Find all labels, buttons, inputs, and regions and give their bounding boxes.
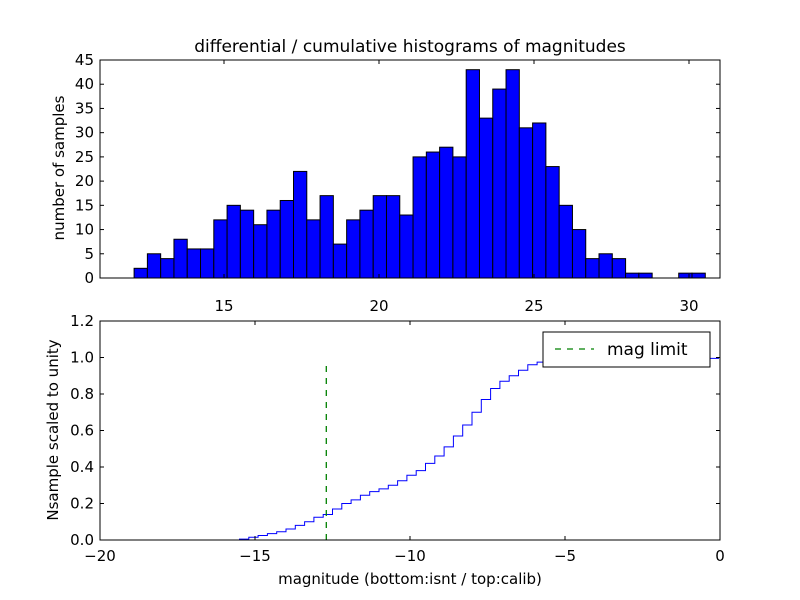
histogram-bar [266, 209, 281, 279]
histogram-bar [691, 272, 706, 279]
histogram-bar [465, 69, 480, 279]
histogram-frame [99, 59, 721, 279]
histogram-bar [200, 248, 215, 279]
y-tick-label: 5 [84, 245, 94, 263]
legend-mag-limit-label: mag limit [607, 340, 688, 360]
histogram-bar [213, 219, 228, 279]
histogram-bar [133, 267, 148, 279]
y-tick-label: 0.6 [70, 422, 94, 440]
y-tick-label: 1.0 [70, 349, 94, 367]
histogram-bar [306, 219, 321, 279]
histogram-bar [279, 199, 295, 279]
y-tick-label: 0.8 [70, 385, 94, 403]
histogram-bar [332, 243, 348, 279]
histogram-bar [146, 253, 162, 279]
x-tick-label: 0 [715, 547, 725, 565]
x-tick-label: 15 [214, 297, 233, 315]
histogram-bar [439, 146, 454, 279]
x-tick-label: 25 [524, 297, 543, 315]
cumulative-lines [100, 357, 721, 541]
cumulative-y-label: Nsample scaled to unity [44, 339, 62, 520]
histogram-bar [585, 258, 600, 279]
histogram-bar [173, 238, 188, 279]
cumulative-x-label: magnitude (bottom:isnt / top:calib) [278, 570, 542, 588]
y-tick-label: 0.2 [70, 495, 94, 513]
histogram-bar [160, 258, 175, 279]
histogram-bar [532, 122, 547, 279]
histogram-bar [611, 258, 627, 279]
y-tick-label: 15 [75, 196, 94, 214]
y-tick-label: 0 [84, 269, 94, 287]
cumulative-y-ticks: 0.0 0.2 0.4 0.6 0.8 1.0 1.2 [70, 312, 720, 549]
chart-title: differential / cumulative histograms of … [194, 37, 626, 57]
x-tick-label: −5 [554, 547, 576, 565]
cumulative-step-line [100, 357, 721, 541]
histogram-bar [478, 117, 494, 279]
histogram-x-ticks: 15 20 25 30 [214, 60, 699, 315]
legend: mag limit [542, 331, 711, 368]
histogram-y-ticks: 0 5 10 15 20 25 30 35 40 45 [75, 51, 720, 287]
x-tick-label: 30 [679, 297, 698, 315]
cumulative-axes: Nsample scaled to unity magnitude (botto… [44, 312, 725, 588]
histogram-bar [372, 195, 387, 279]
histogram-bar [346, 219, 361, 279]
histogram-bar [412, 156, 427, 279]
histogram-y-label: number of samples [50, 95, 68, 240]
histogram-bar [253, 224, 268, 279]
histogram-bar [678, 272, 693, 279]
histogram-bar [638, 272, 653, 279]
histogram-bar [571, 229, 587, 279]
histogram-bar [239, 209, 255, 279]
histogram-bar [359, 209, 374, 279]
y-tick-label: 35 [75, 99, 94, 117]
histogram-bar [226, 204, 241, 279]
histogram-bar [385, 195, 401, 279]
y-tick-label: 1.2 [70, 312, 94, 330]
histogram-bar [452, 156, 467, 279]
histogram-bar [425, 151, 441, 279]
histogram-bar [492, 88, 507, 279]
histogram-bars [133, 69, 706, 279]
y-tick-label: 20 [75, 172, 94, 190]
x-tick-label: −20 [84, 547, 116, 565]
cumulative-frame [99, 320, 721, 541]
cumulative-x-ticks: −20 −15 −10 −5 0 [84, 321, 725, 565]
histogram-bar [399, 214, 414, 279]
y-tick-label: 40 [75, 75, 94, 93]
y-tick-label: 30 [75, 124, 94, 142]
x-tick-label: −15 [239, 547, 271, 565]
histogram-bar [293, 170, 308, 279]
y-tick-label: 25 [75, 148, 94, 166]
histogram-bar [545, 166, 560, 279]
histogram-axes: differential / cumulative histograms of … [50, 37, 721, 315]
y-tick-label: 45 [75, 51, 94, 69]
histogram-bar [518, 127, 534, 279]
x-tick-label: 20 [369, 297, 388, 315]
histogram-bar [319, 195, 334, 279]
histogram-bar [625, 272, 640, 279]
y-tick-label: 0.4 [70, 458, 94, 476]
y-tick-label: 0.0 [70, 531, 94, 549]
x-tick-label: −10 [394, 547, 426, 565]
histogram-bar [598, 253, 613, 279]
histogram-bar [558, 204, 573, 279]
histogram-bar [186, 248, 202, 279]
histogram-bar [505, 69, 520, 279]
y-tick-label: 10 [75, 221, 94, 239]
